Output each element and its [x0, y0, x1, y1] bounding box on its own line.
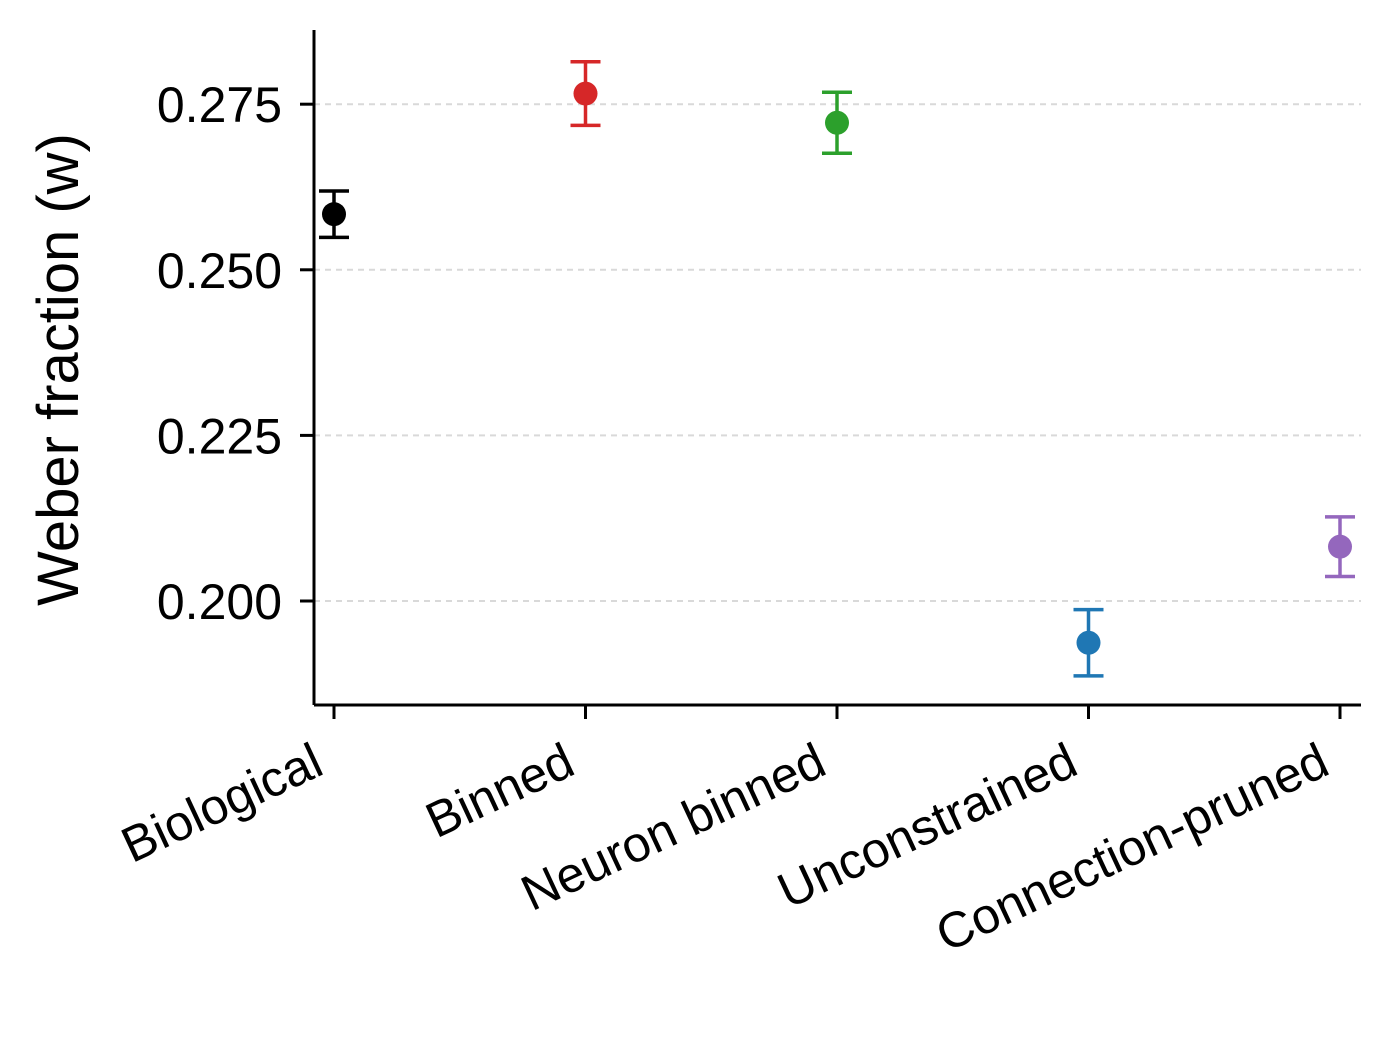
data-point-group [570, 60, 601, 128]
y-tick-label: 0.200 [157, 574, 282, 630]
data-point-group [319, 189, 349, 240]
data-point [825, 110, 849, 135]
x-tick-label: Biological [113, 732, 331, 873]
y-tick-label: 0.275 [157, 77, 282, 133]
y-tick-label: 0.250 [157, 243, 282, 299]
y-axis-label: Weber fraction (w) [26, 133, 91, 606]
data-point [1076, 630, 1101, 655]
y-tick-label: 0.225 [157, 408, 282, 464]
y-axis-ticks: 0.200 0.225 0.250 0.275 [157, 77, 314, 630]
data-point [1328, 534, 1352, 559]
data-point-group [1073, 607, 1104, 678]
x-tick-label: Binned [417, 732, 582, 849]
data-point [322, 202, 346, 227]
data-point-group [822, 90, 852, 155]
data-points [319, 60, 1355, 678]
data-point-group [1325, 515, 1355, 579]
grid-lines [314, 103, 1361, 603]
data-point [573, 81, 598, 106]
